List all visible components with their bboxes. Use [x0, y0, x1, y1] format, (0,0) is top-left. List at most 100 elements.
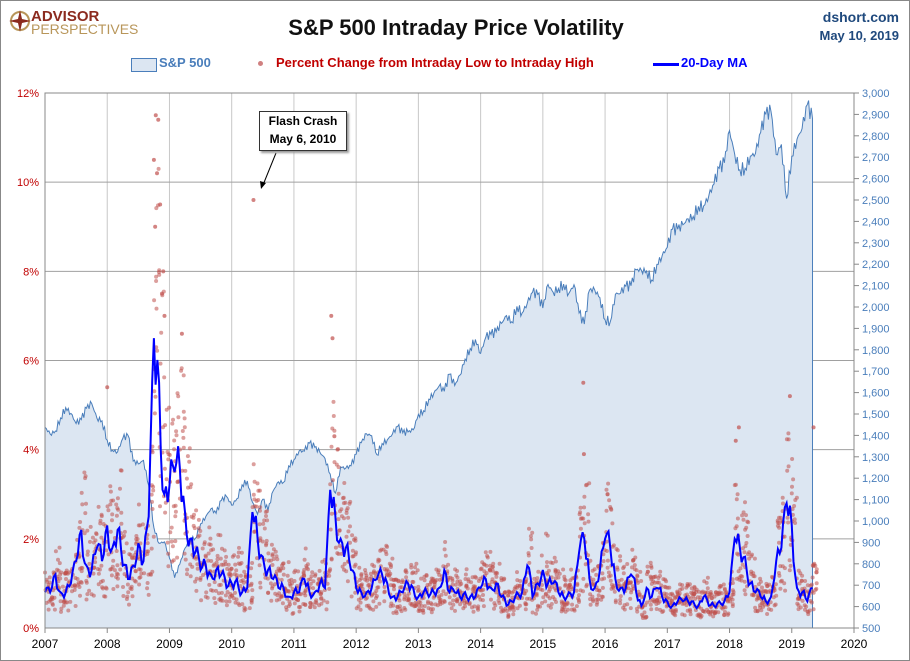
- scatter-point: [304, 564, 309, 568]
- scatter-point: [437, 572, 442, 577]
- scatter-point: [366, 583, 371, 588]
- scatter-point: [774, 593, 779, 598]
- scatter-point: [290, 587, 295, 591]
- scatter-point: [236, 554, 241, 559]
- scatter-point: [773, 602, 778, 607]
- scatter-point: [292, 579, 297, 583]
- scatter-point: [506, 590, 511, 594]
- scatter-point: [188, 485, 193, 490]
- scatter-point: [731, 592, 736, 597]
- scatter-point: [85, 549, 90, 554]
- scatter-point: [93, 560, 98, 565]
- scatter-point: [562, 602, 567, 607]
- scatter-point: [604, 487, 609, 492]
- scatter-point: [744, 541, 749, 545]
- scatter-point: [540, 583, 544, 587]
- scatter-point: [682, 613, 687, 618]
- scatter-point: [809, 600, 814, 605]
- scatter-point-outlier: [105, 385, 110, 390]
- scatter-point: [787, 558, 792, 563]
- scatter-point: [336, 465, 341, 470]
- scatter-point: [91, 593, 96, 598]
- x-tick-label: 2017: [654, 637, 681, 651]
- scatter-point: [132, 578, 137, 583]
- scatter-point: [184, 476, 189, 481]
- scatter-point: [628, 606, 633, 611]
- scatter-point-outlier: [162, 313, 167, 318]
- scatter-point: [672, 596, 677, 601]
- scatter-point: [358, 600, 363, 605]
- scatter-point: [279, 593, 284, 598]
- scatter-point: [553, 568, 558, 573]
- scatter-point: [607, 498, 612, 503]
- left-tick-label: 2%: [23, 534, 39, 546]
- scatter-point: [404, 575, 409, 580]
- scatter-point: [664, 592, 669, 597]
- scatter-point: [256, 498, 261, 502]
- scatter-point: [97, 567, 102, 572]
- scatter-point: [699, 590, 704, 595]
- scatter-point: [173, 509, 178, 514]
- scatter-point: [664, 579, 669, 584]
- scatter-point: [782, 581, 787, 586]
- scatter-point: [483, 550, 488, 555]
- scatter-point: [796, 568, 801, 573]
- scatter-point-outlier: [329, 313, 334, 318]
- scatter-point: [739, 578, 744, 583]
- scatter-point: [443, 540, 448, 544]
- scatter-point-outlier: [179, 331, 184, 336]
- scatter-point: [586, 519, 591, 524]
- scatter-point: [219, 562, 224, 567]
- scatter-point: [371, 599, 376, 604]
- scatter-point: [702, 609, 707, 614]
- scatter-point: [527, 526, 531, 531]
- scatter-point: [592, 567, 597, 572]
- scatter-point: [166, 551, 171, 556]
- scatter-point: [773, 582, 778, 587]
- scatter-point: [149, 492, 154, 497]
- scatter-point: [758, 579, 763, 584]
- scatter-point: [111, 587, 116, 591]
- scatter-point: [755, 596, 760, 601]
- scatter-point: [443, 592, 448, 597]
- scatter-point: [510, 595, 515, 600]
- scatter-point-outlier: [155, 171, 160, 176]
- scatter-point: [719, 605, 724, 610]
- scatter-point: [181, 445, 186, 450]
- scatter-point: [169, 539, 174, 544]
- scatter-point: [480, 560, 485, 565]
- plot-border: [44, 92, 855, 629]
- scatter-point: [124, 541, 129, 546]
- scatter-point: [230, 593, 235, 598]
- scatter-point: [574, 604, 579, 609]
- scatter-point: [803, 579, 808, 583]
- scatter-point: [157, 272, 162, 277]
- scatter-point: [636, 589, 641, 594]
- scatter-point: [596, 593, 601, 598]
- scatter-point: [201, 573, 206, 577]
- scatter-point: [50, 595, 55, 600]
- scatter-point: [109, 573, 114, 578]
- scatter-point: [443, 564, 448, 569]
- scatter-point: [60, 584, 65, 589]
- scatter-point: [811, 607, 816, 612]
- scatter-point: [286, 589, 291, 594]
- scatter-point: [775, 520, 780, 525]
- scatter-point: [540, 601, 544, 605]
- scatter-point: [376, 585, 381, 590]
- scatter-point: [292, 601, 297, 606]
- scatter-point: [511, 612, 516, 617]
- scatter-point: [167, 453, 172, 457]
- scatter-point: [449, 606, 454, 611]
- scatter-point: [481, 604, 486, 609]
- logo-text-sub: PERSPECTIVES: [31, 21, 139, 37]
- scatter-point: [52, 607, 57, 612]
- scatter-point: [215, 557, 220, 562]
- scatter-point: [422, 574, 427, 579]
- scatter-point-outlier: [581, 452, 586, 457]
- scatter-point: [563, 582, 568, 587]
- scatter-point: [453, 608, 457, 613]
- scatter-point: [733, 526, 738, 531]
- scatter-point: [787, 568, 792, 573]
- scatter-point: [250, 595, 255, 600]
